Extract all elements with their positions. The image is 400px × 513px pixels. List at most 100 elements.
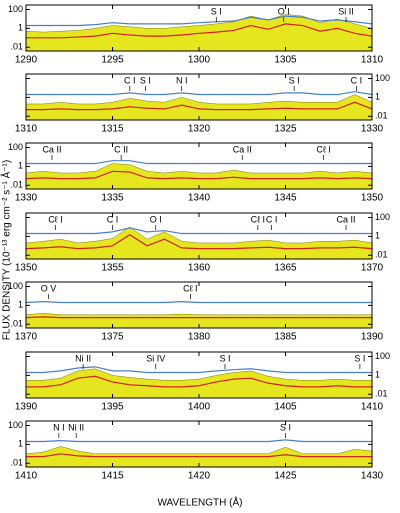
y-tick-label: 1 — [18, 23, 23, 33]
y-tick-label: .01 — [375, 389, 388, 399]
line-label: S I — [219, 353, 230, 363]
y-tick-label: 100 — [8, 4, 23, 14]
x-tick-label: 1390 — [15, 402, 38, 413]
line-label: Cℓ I — [183, 283, 197, 293]
x-tick-label: 1400 — [188, 402, 211, 413]
x-tick-label: 1370 — [15, 332, 38, 343]
line-label: N I — [176, 75, 188, 85]
plot — [26, 160, 372, 189]
line-label: S I — [211, 6, 222, 16]
x-tick-label: 1370 — [361, 263, 384, 274]
area — [26, 94, 372, 120]
area — [26, 163, 372, 189]
x-tick-label: 1365 — [274, 263, 297, 274]
line-label: C I — [124, 75, 136, 85]
x-tick-label: 1415 — [101, 471, 124, 482]
x-tick-label: 1295 — [101, 55, 124, 66]
x-tick-label: 1420 — [188, 471, 211, 482]
y-tick-label: 1 — [375, 370, 380, 380]
y-tick-label: .01 — [10, 458, 23, 468]
line — [26, 91, 372, 96]
plot — [26, 366, 372, 398]
line — [26, 439, 372, 443]
x-tick-label: 1300 — [188, 55, 211, 66]
line-label: Ca II — [233, 144, 252, 154]
plot — [26, 91, 372, 120]
y-tick-label: .01 — [10, 42, 23, 52]
x-tick-label: 1330 — [15, 193, 38, 204]
line-label: S I — [354, 353, 365, 363]
y-tick-label: 1 — [18, 161, 23, 171]
line-label: Ni II — [75, 353, 91, 363]
x-axis-label: WAVELENGTH (Å) — [157, 496, 242, 509]
x-tick-label: 1350 — [15, 263, 38, 274]
line — [26, 301, 372, 304]
line-label: C II — [114, 144, 128, 154]
area — [26, 226, 372, 259]
y-tick-label: 1 — [375, 92, 380, 102]
x-tick-label: 1310 — [15, 124, 38, 135]
y-tick-label: 100 — [375, 212, 390, 222]
x-tick-label: 1350 — [361, 193, 384, 204]
y-tick-label: 100 — [375, 351, 390, 361]
line-label: C I — [266, 214, 278, 224]
x-tick-label: 1395 — [101, 402, 124, 413]
y-axis-label: FLUX DENSITY (10⁻¹³ erg cm⁻² s⁻¹ Å⁻¹) — [0, 160, 13, 340]
line — [26, 453, 372, 458]
y-tick-label: 1 — [18, 439, 23, 449]
line — [26, 23, 372, 39]
x-tick-label: 1385 — [274, 332, 297, 343]
line-label: Si IV — [146, 353, 165, 363]
y-tick-label: 100 — [8, 281, 23, 291]
x-tick-label: 1310 — [361, 55, 384, 66]
line-label: N I — [53, 422, 65, 432]
line — [26, 101, 372, 111]
line — [26, 160, 372, 165]
line-label: O V — [41, 283, 57, 293]
line-label: S I — [289, 75, 300, 85]
x-tick-label: 1425 — [274, 471, 297, 482]
line-label: Cℓ I — [316, 144, 330, 154]
x-tick-label: 1405 — [274, 402, 297, 413]
y-tick-label: 1 — [375, 231, 380, 241]
y-tick-label: .01 — [10, 180, 23, 190]
x-tick-label: 1330 — [361, 124, 384, 135]
y-tick-label: 1 — [18, 300, 23, 310]
x-tick-label: 1325 — [274, 124, 297, 135]
x-tick-label: 1380 — [188, 332, 211, 343]
x-tick-label: 1390 — [361, 332, 384, 343]
line-label: Cℓ I — [251, 214, 265, 224]
line-label: Ni II — [68, 422, 84, 432]
plot — [26, 226, 372, 259]
y-tick-label: 100 — [8, 142, 23, 152]
line-label: C I — [107, 214, 119, 224]
x-tick-label: 1345 — [274, 193, 297, 204]
x-tick-label: 1375 — [101, 332, 124, 343]
line-label: S I — [140, 75, 151, 85]
line — [26, 15, 372, 27]
y-tick-label: .01 — [375, 250, 388, 260]
line-label: Ca II — [42, 144, 61, 154]
y-tick-label: 100 — [8, 420, 23, 430]
area — [26, 368, 372, 398]
line — [26, 375, 372, 388]
line-label: O I — [150, 214, 162, 224]
line — [26, 233, 372, 250]
x-tick-label: 1360 — [188, 263, 211, 274]
line-label: S I — [280, 422, 291, 432]
x-tick-label: 1290 — [15, 55, 38, 66]
x-tick-label: 1315 — [101, 124, 124, 135]
line — [26, 366, 372, 374]
line — [26, 227, 372, 235]
plot — [26, 439, 372, 467]
x-tick-label: 1410 — [361, 402, 384, 413]
x-tick-label: 1305 — [274, 55, 297, 66]
line-label: O I — [278, 6, 290, 16]
x-tick-label: 1320 — [188, 124, 211, 135]
line-label: C I — [351, 75, 363, 85]
line — [26, 170, 372, 180]
x-tick-label: 1355 — [101, 263, 124, 274]
plot — [26, 14, 372, 51]
x-tick-label: 1410 — [15, 471, 38, 482]
